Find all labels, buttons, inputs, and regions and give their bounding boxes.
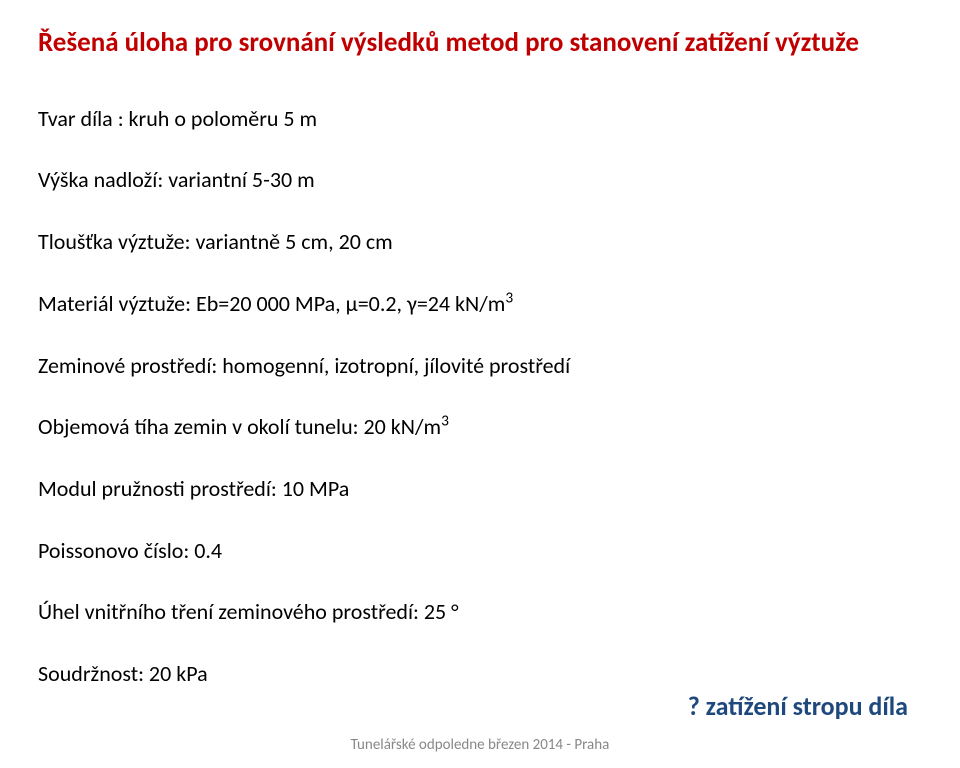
footer-text: Tunelářské odpoledne březen 2014 - Praha — [0, 736, 960, 754]
body-line-9: Úhel vnitřního tření zeminového prostřed… — [38, 597, 922, 627]
body-line-6: Objemová tíha zemin v okolí tunelu: 20 k… — [38, 412, 922, 442]
body-line-2: Výška nadloží: variantní 5-30 m — [38, 165, 922, 195]
question-text: ? zatížení stropu díla — [688, 690, 908, 722]
body-line-8: Poissonovo číslo: 0.4 — [38, 536, 922, 566]
slide: Řešená úloha pro srovnání výsledků metod… — [0, 0, 960, 768]
body-line-4: Materiál výztuže: Eb=20 000 MPa, μ=0.2, … — [38, 289, 922, 319]
body-line-3: Tloušťka výztuže: variantně 5 cm, 20 cm — [38, 227, 922, 257]
body-line-1: Tvar díla : kruh o poloměru 5 m — [38, 104, 922, 134]
slide-title: Řešená úloha pro srovnání výsledků metod… — [38, 26, 922, 60]
body-line-5: Zeminové prostředí: homogenní, izotropní… — [38, 351, 922, 381]
body-line-7: Modul pružnosti prostředí: 10 MPa — [38, 474, 922, 504]
body-line-10: Soudržnost: 20 kPa — [38, 659, 922, 689]
